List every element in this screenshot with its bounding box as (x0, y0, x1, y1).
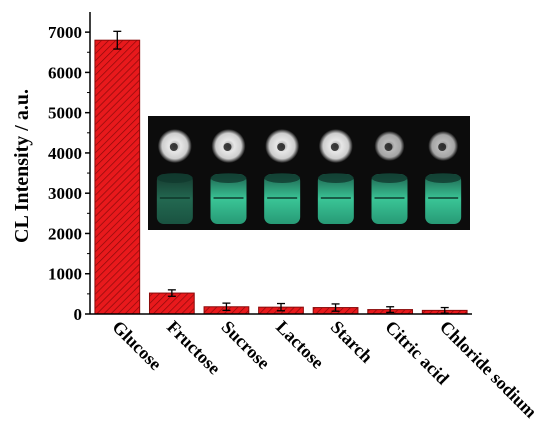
error-bar (331, 303, 340, 312)
y-tick-label: 6000 (48, 63, 82, 82)
bar-glucose (94, 39, 141, 315)
y-tick-label: 4000 (48, 144, 82, 163)
y-tick-label: 3000 (48, 184, 82, 203)
error-bar (440, 306, 449, 314)
vial (210, 173, 247, 224)
y-tick-label: 7000 (48, 23, 82, 42)
vial (156, 173, 193, 224)
luminescence-spot (265, 129, 300, 163)
error-bar (386, 306, 395, 314)
luminescence-spot (374, 131, 405, 161)
luminescence-spot (428, 131, 459, 161)
axes-group (89, 12, 472, 315)
vial (425, 173, 462, 224)
error-bar (113, 30, 122, 50)
x-tick-label: Sucrose (218, 317, 274, 373)
luminescence-spot (157, 129, 192, 163)
vial (264, 173, 301, 224)
vial (371, 173, 408, 224)
x-tick-label: Glucose (108, 317, 165, 374)
y-ticks-group: 0 1000 2000 3000 4000 5000 6000 7000 (48, 23, 90, 324)
x-tick-label: Fructose (163, 317, 225, 379)
x-tick-label: Lactose (272, 317, 328, 373)
y-tick-label: 2000 (48, 224, 82, 243)
luminescence-spot (211, 129, 246, 163)
y-axis-title: CL Intensity / a.u. (11, 89, 33, 243)
y-tick-label: 1000 (48, 265, 82, 284)
x-tick-label: Chloride sodium (436, 317, 541, 422)
error-bar (222, 302, 231, 312)
inset-background (148, 116, 470, 230)
y-tick-label: 0 (74, 305, 83, 324)
error-bars-group (113, 30, 449, 314)
x-tick-label: Starch (327, 317, 377, 367)
luminescence-spot (318, 129, 353, 163)
y-tick-label: 5000 (48, 104, 82, 123)
inset-photo (148, 116, 470, 230)
error-bar (277, 302, 285, 312)
error-bar (167, 289, 176, 297)
vial (317, 173, 354, 224)
